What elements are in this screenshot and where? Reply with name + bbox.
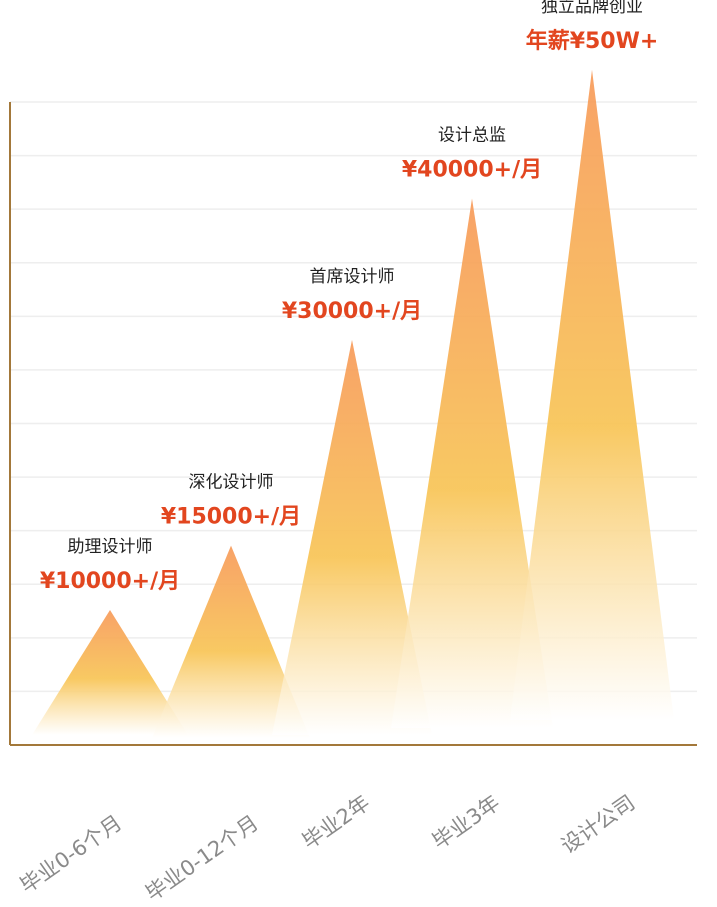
peak-salary-label: ¥30000+/月 [282, 299, 422, 324]
x-tick-labels: 毕业0-6个月 毕业0-12个月 毕业2年 毕业3年 设计公司 [16, 790, 640, 906]
peak-salary-label: ¥15000+/月 [161, 505, 301, 530]
peak-salary-label: ¥10000+/月 [40, 569, 180, 594]
peaks [32, 69, 674, 738]
peak-4 [391, 198, 553, 728]
peak-salary-label: 年薪¥50W+ [526, 28, 659, 54]
peak-annotations: 助理设计师 ¥10000+/月 深化设计师 ¥15000+/月 首席设计师 ¥30000+… [40, 0, 658, 594]
peak-role-label: 首席设计师 [310, 267, 395, 287]
x-tick-label: 毕业0-6个月 [16, 811, 127, 899]
peak-salary-label: ¥40000+/月 [402, 157, 542, 182]
peak-3 [272, 339, 432, 735]
peak-2 [152, 545, 310, 738]
peak-role-label: 设计总监 [438, 125, 506, 145]
peak-1 [32, 609, 188, 735]
x-tick-label: 设计公司 [557, 790, 640, 858]
x-tick-label: 毕业0-12个月 [141, 811, 263, 906]
x-tick-label: 毕业3年 [428, 791, 504, 854]
axes [9, 102, 697, 746]
x-tick-label: 毕业2年 [298, 791, 374, 854]
peak-role-label: 助理设计师 [68, 537, 153, 557]
peak-role-label: 独立品牌创业 [541, 0, 643, 17]
peak-5 [510, 69, 674, 721]
peak-role-label: 深化设计师 [189, 473, 274, 493]
